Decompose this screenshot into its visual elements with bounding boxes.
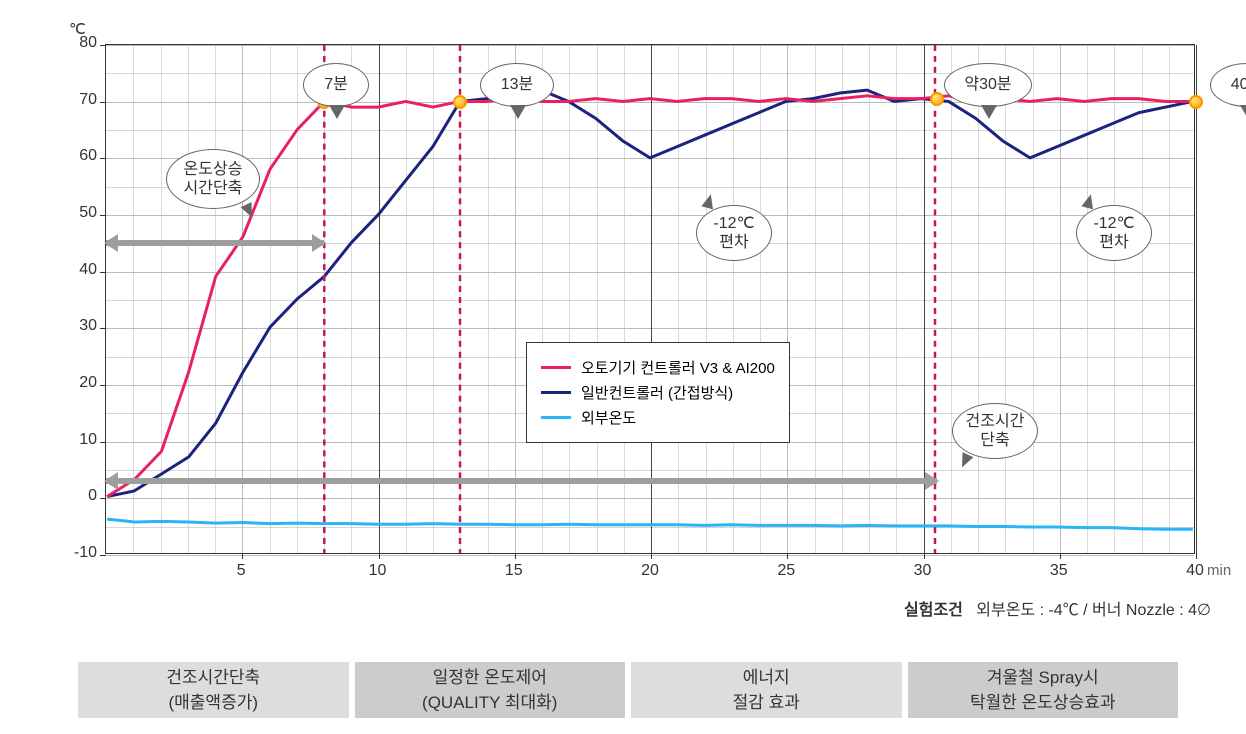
chart-container: ℃ 오토기기 컨트롤러 V3 & AI200일반컨트롤러 (간접방식)외부온도온… (55, 14, 1211, 637)
x-axis-unit: min (1207, 562, 1231, 579)
feature-item: 건조시간단축(매출액증가) (78, 662, 349, 718)
callout: 7분 (303, 63, 369, 107)
feature-item: 에너지절감 효과 (631, 662, 902, 718)
callout: -12℃편차 (1076, 205, 1152, 261)
callout: -12℃편차 (696, 205, 772, 261)
callout: 건조시간단축 (952, 403, 1038, 459)
callout: 40분 (1210, 63, 1246, 107)
feature-item: 겨울철 Spray시탁월한 온도상승효과 (908, 662, 1179, 718)
plot-area: 오토기기 컨트롤러 V3 & AI200일반컨트롤러 (간접방식)외부온도 온도상… (105, 44, 1195, 554)
experiment-condition: 실험조건 외부온도 : -4℃ / 버너 Nozzle : 4∅ (904, 596, 1211, 620)
condition-label: 실험조건 (904, 602, 963, 619)
legend: 오토기기 컨트롤러 V3 & AI200일반컨트롤러 (간접방식)외부온도 (526, 342, 790, 443)
feature-bar: 건조시간단축(매출액증가) 일정한 온도제어(QUALITY 최대화) 에너지절… (78, 662, 1178, 718)
callout: 약30분 (944, 63, 1032, 107)
callout: 13분 (480, 63, 554, 107)
callout: 온도상승시간단축 (166, 149, 260, 209)
feature-item: 일정한 온도제어(QUALITY 최대화) (355, 662, 626, 718)
condition-text: 외부온도 : -4℃ / 버너 Nozzle : 4∅ (976, 602, 1211, 619)
